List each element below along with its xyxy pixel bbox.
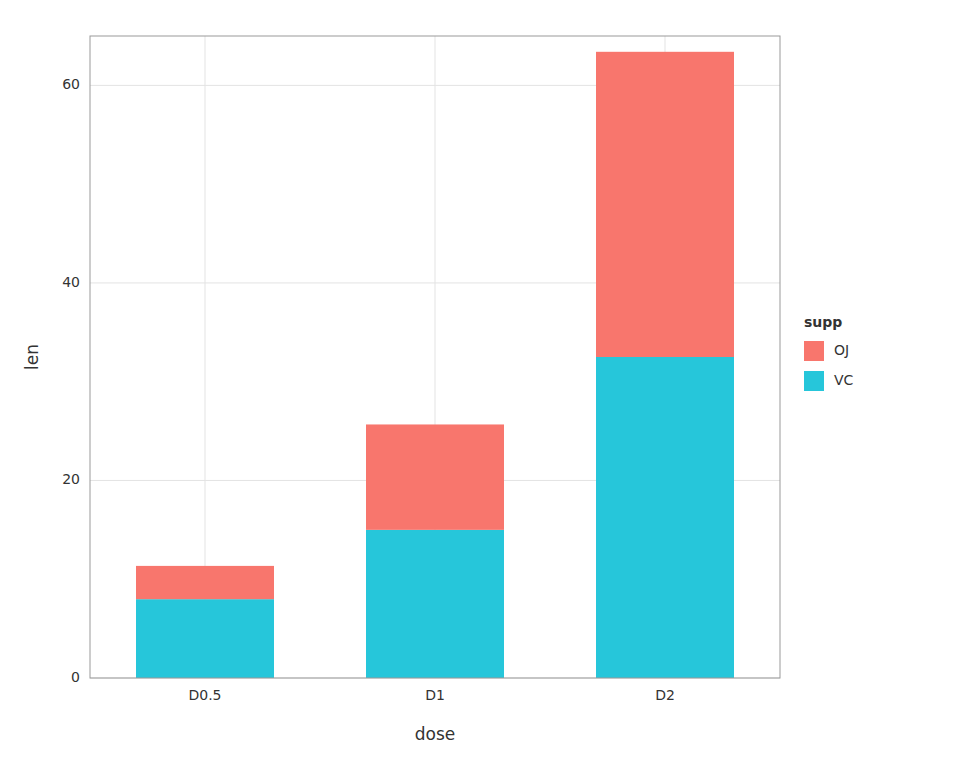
axes: 0 20 40 60 D0.5 D1 D2 (62, 76, 675, 703)
bars (136, 52, 734, 678)
plot-frame (90, 36, 780, 678)
x-tick-label: D1 (425, 687, 445, 703)
bar-segment (366, 530, 504, 678)
y-tick-label: 20 (62, 471, 80, 487)
bar-segment (136, 599, 274, 678)
y-tick-label: 60 (62, 76, 80, 92)
y-tick-label: 0 (71, 669, 80, 685)
bar-segment (136, 566, 274, 599)
grid (90, 36, 780, 678)
legend-swatch (804, 371, 824, 391)
legend-label: OJ (834, 342, 849, 358)
legend: supp OJ VC (804, 314, 854, 391)
plot-background (90, 36, 780, 678)
legend-label: VC (834, 372, 854, 388)
y-tick-label: 40 (62, 274, 80, 290)
bar-segment (596, 52, 734, 357)
x-axis-label: dose (415, 724, 456, 744)
chart-container: 0 20 40 60 D0.5 D1 D2 dose len supp OJ VC (0, 0, 960, 768)
y-axis-label: len (22, 344, 42, 370)
legend-swatch (804, 341, 824, 361)
legend-title: supp (804, 314, 842, 330)
x-tick-label: D0.5 (188, 687, 221, 703)
bar-segment (596, 357, 734, 678)
bar-segment (366, 424, 504, 529)
x-tick-label: D2 (655, 687, 675, 703)
chart-svg: 0 20 40 60 D0.5 D1 D2 dose len supp OJ VC (0, 0, 960, 768)
